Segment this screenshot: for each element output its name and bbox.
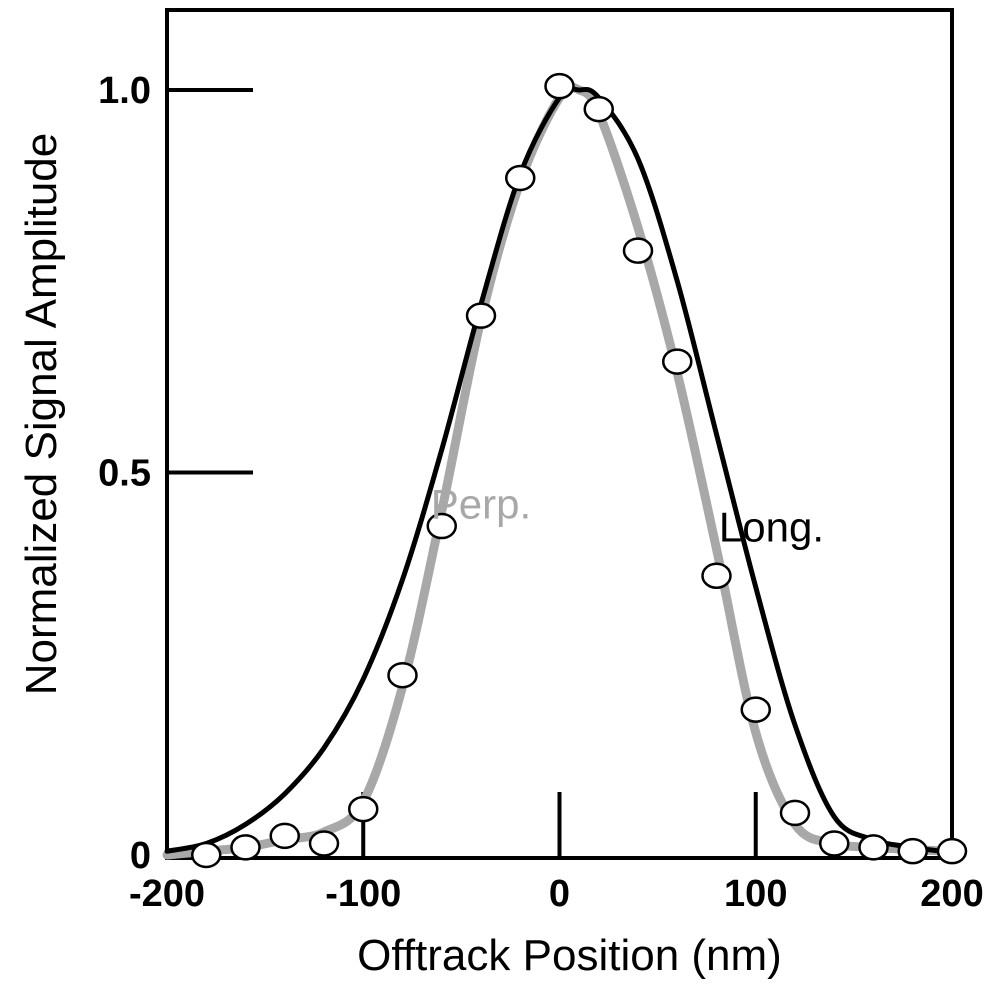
series-line-perp [162,82,957,860]
data-point-0 [191,841,222,869]
x-tick-label-4: 200 [920,873,983,915]
data-point-18 [897,837,928,865]
data-point-10 [583,95,614,123]
y-tick-label-2: 1.0 [98,70,151,112]
x-tick-label-0: -200 [129,873,205,915]
y-tick-label-0: 0 [130,835,151,877]
series-line-long [164,86,955,856]
plot-frame [165,8,954,860]
data-point-8 [505,164,536,192]
data-point-7 [465,302,497,329]
data-point-19 [936,837,968,865]
data-point-16 [819,830,850,857]
data-point-2 [269,822,300,850]
series-annotation-perp: Perp. [431,480,531,527]
data-point-3 [308,830,340,857]
data-point-13 [701,562,732,590]
y-tick-label-1: 0.5 [98,453,151,495]
x-tick-label-1: -100 [325,873,401,915]
data-point-15 [779,799,811,827]
data-point-17 [858,834,889,861]
data-point-12 [662,348,693,375]
data-point-11 [622,237,654,264]
data-point-6 [426,512,457,540]
y-axis-title: Normalized Signal Amplitude [17,133,66,696]
data-point-9 [544,72,575,100]
data-point-5 [387,661,418,689]
data-point-4 [348,795,379,823]
x-axis-title: Offtrack Position (nm) [357,931,782,980]
x-tick-label-2: 0 [549,873,570,915]
series-annotation-long: Long. [719,503,824,550]
x-tick-label-3: 100 [724,873,787,915]
data-point-1 [230,834,261,861]
data-point-14 [740,696,771,723]
